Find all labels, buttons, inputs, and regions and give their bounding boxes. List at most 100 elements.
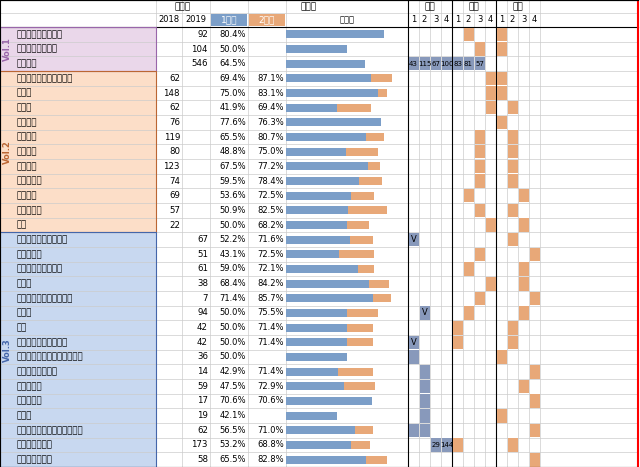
Bar [286, 104, 371, 112]
Bar [286, 338, 347, 347]
Bar [419, 409, 429, 423]
Bar [0, 218, 156, 233]
Text: 148: 148 [163, 89, 180, 98]
Text: 74: 74 [169, 177, 180, 185]
Bar [497, 86, 506, 100]
Text: 71.4%: 71.4% [257, 323, 284, 332]
Bar [0, 350, 156, 364]
Text: 100: 100 [440, 61, 453, 67]
Bar [508, 233, 518, 247]
Text: 144: 144 [440, 442, 453, 448]
Bar [286, 265, 374, 273]
Bar [0, 115, 156, 130]
Text: 1: 1 [455, 15, 460, 24]
Bar [463, 57, 474, 71]
Text: グラフ: グラフ [339, 15, 355, 24]
Bar [408, 424, 419, 437]
Bar [0, 100, 156, 115]
Text: 47.5%: 47.5% [220, 382, 246, 391]
Text: 94: 94 [197, 309, 208, 318]
Bar [463, 189, 474, 203]
Text: 82.8%: 82.8% [257, 455, 284, 464]
Text: 119: 119 [164, 133, 180, 142]
Bar [408, 57, 419, 71]
Bar [431, 438, 440, 452]
Bar [419, 57, 429, 71]
Text: 62: 62 [169, 74, 180, 83]
Bar [0, 394, 156, 408]
Bar [0, 247, 156, 262]
Text: 70.6%: 70.6% [220, 396, 246, 405]
Bar [156, 438, 638, 453]
Text: 58: 58 [197, 455, 208, 464]
Bar [156, 85, 638, 100]
Bar [156, 100, 638, 115]
Bar [0, 188, 156, 203]
Text: 69: 69 [169, 191, 180, 200]
Bar [0, 130, 156, 144]
Text: 2: 2 [422, 15, 427, 24]
Text: 75.0%: 75.0% [257, 147, 284, 156]
Bar [474, 160, 484, 173]
Bar [419, 394, 429, 408]
Bar [508, 160, 518, 173]
Text: 加齢と老化: 加齢と老化 [17, 396, 43, 405]
Bar [286, 89, 387, 97]
Text: 87.1%: 87.1% [257, 74, 284, 83]
Bar [286, 163, 380, 170]
Bar [419, 365, 429, 378]
Bar [286, 426, 372, 434]
Text: 83: 83 [453, 61, 462, 67]
Bar [286, 294, 373, 302]
Text: 69.4%: 69.4% [220, 74, 246, 83]
Bar [452, 57, 463, 71]
Text: 精神系: 精神系 [17, 279, 33, 288]
Text: 成長と発達: 成長と発達 [17, 382, 43, 391]
Bar [474, 248, 484, 261]
Bar [419, 380, 429, 393]
Text: 呼吸器系: 呼吸器系 [17, 147, 38, 156]
Text: 基本的診療技能: 基本的診療技能 [17, 455, 53, 464]
Bar [474, 42, 484, 56]
Bar [286, 30, 384, 38]
Text: 85.7%: 85.7% [257, 294, 284, 303]
Bar [486, 101, 495, 114]
Bar [286, 206, 387, 214]
Bar [286, 353, 347, 361]
Bar [518, 306, 529, 320]
Text: 50.0%: 50.0% [220, 338, 246, 347]
Bar [286, 148, 378, 156]
Bar [508, 335, 518, 349]
Text: 53.2%: 53.2% [220, 440, 246, 450]
Bar [156, 27, 638, 42]
Bar [508, 145, 518, 158]
Bar [286, 236, 349, 244]
Text: 71.0%: 71.0% [257, 426, 284, 435]
Bar [0, 71, 156, 233]
Bar [0, 233, 156, 467]
Bar [286, 60, 365, 68]
Bar [286, 309, 347, 317]
Text: ４月: ４月 [424, 2, 435, 11]
Text: 42.1%: 42.1% [220, 411, 246, 420]
Bar [431, 57, 440, 71]
Text: 104: 104 [191, 44, 208, 54]
Text: 43: 43 [409, 61, 418, 67]
Bar [156, 130, 638, 144]
Bar [286, 397, 372, 405]
Text: 69.4%: 69.4% [257, 103, 284, 112]
Text: 42: 42 [197, 323, 208, 332]
Bar [286, 441, 370, 449]
Bar [156, 247, 638, 262]
Bar [0, 379, 156, 394]
Text: 62: 62 [169, 103, 180, 112]
Bar [286, 133, 385, 141]
Text: 48.8%: 48.8% [220, 147, 246, 156]
Text: 50.9%: 50.9% [220, 206, 246, 215]
Bar [286, 324, 347, 332]
Text: 問題数: 問題数 [175, 2, 191, 11]
Text: 2: 2 [466, 15, 471, 24]
Bar [286, 74, 392, 82]
Text: 血液・造血器・リンパ系: 血液・造血器・リンパ系 [17, 74, 74, 83]
Text: 61: 61 [197, 264, 208, 274]
